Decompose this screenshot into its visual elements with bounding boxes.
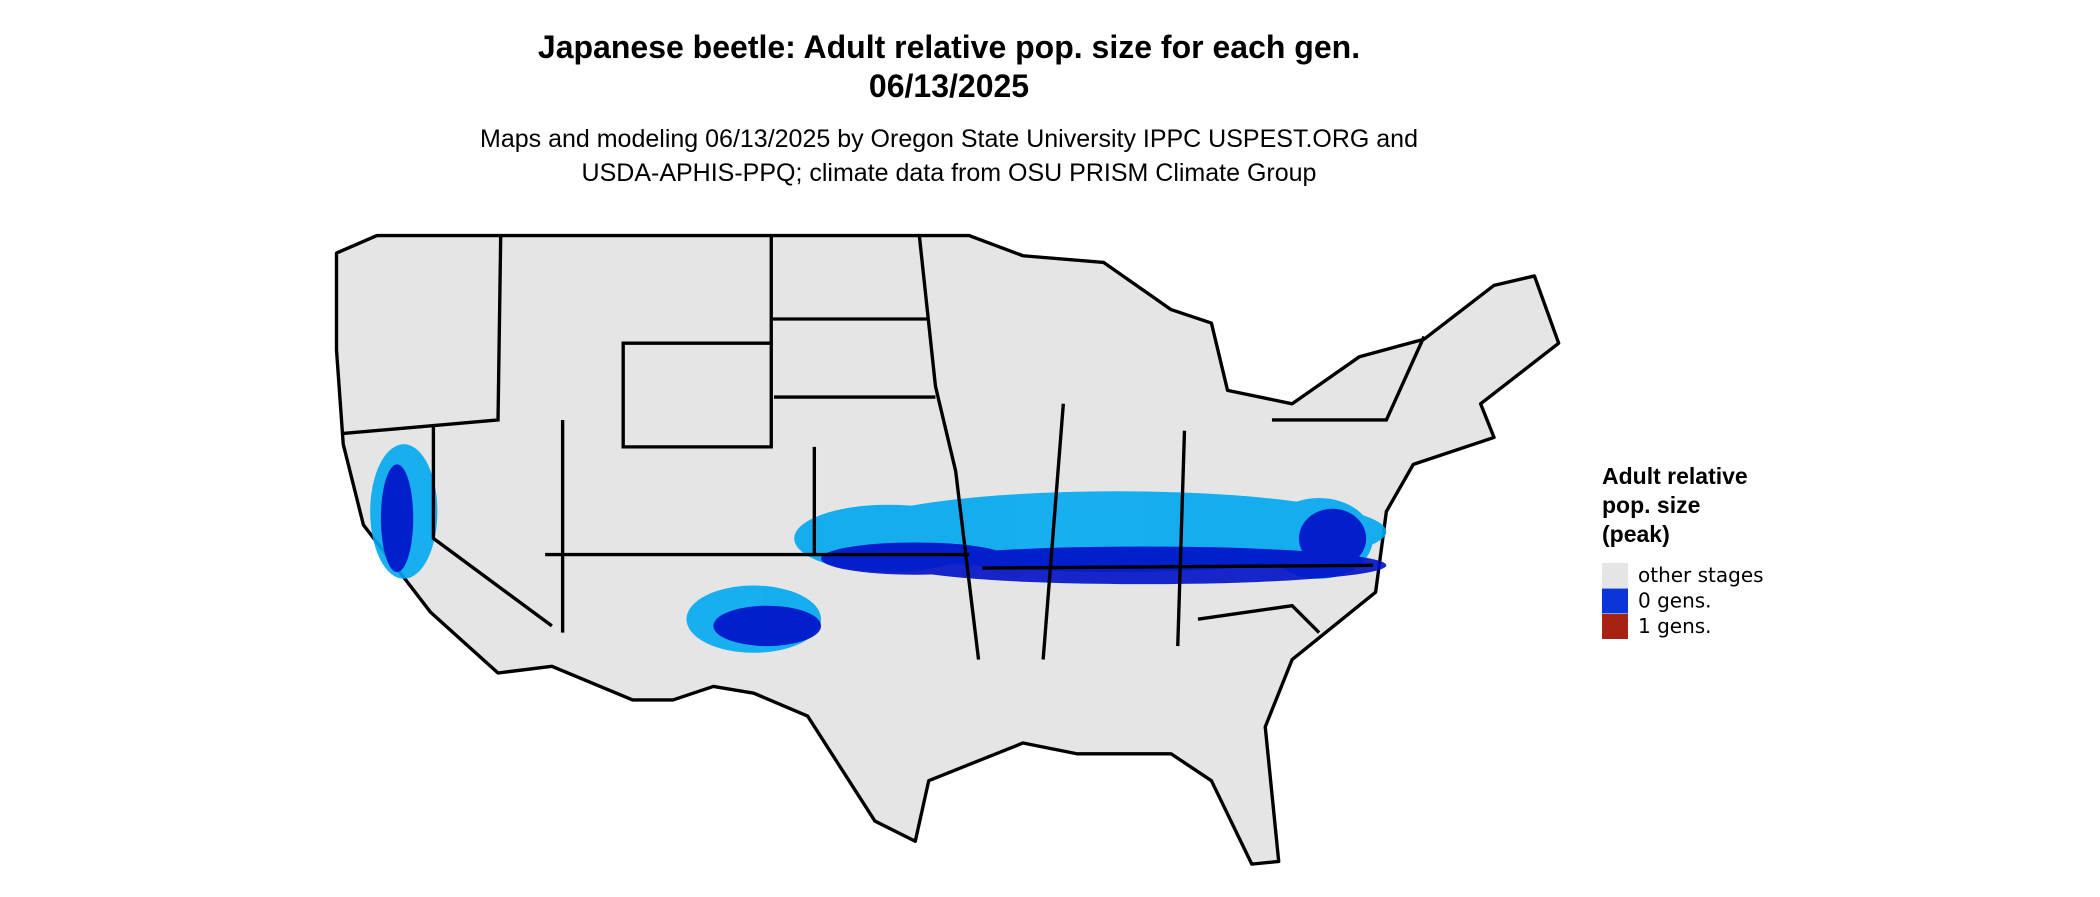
legend-swatch: [1602, 563, 1628, 588]
legend-title: pop. size: [1602, 492, 1700, 518]
state-borders: [343, 235, 1426, 660]
legend-title: (peak): [1602, 521, 1670, 547]
range-core: [380, 464, 1387, 647]
title-line: Japanese beetle: Adult relative pop. siz…: [538, 29, 1360, 65]
legend-label: 0 gens.: [1638, 589, 1712, 613]
legend-swatch: [1602, 588, 1628, 614]
legend: Adult relative pop. size (peak) other st…: [1602, 463, 1764, 639]
subtitle-line: USDA-APHIS-PPQ; climate data from OSU PR…: [582, 159, 1317, 187]
legend-label: 1 gens.: [1638, 614, 1712, 638]
title-line: 06/13/2025: [869, 68, 1029, 104]
subtitle-line: Maps and modeling 06/13/2025 by Oregon S…: [480, 125, 1418, 153]
legend-label: other stages: [1638, 563, 1764, 587]
legend-swatch: [1602, 614, 1628, 639]
us-map: [334, 233, 1561, 866]
legend-title: Adult relative: [1602, 463, 1748, 489]
